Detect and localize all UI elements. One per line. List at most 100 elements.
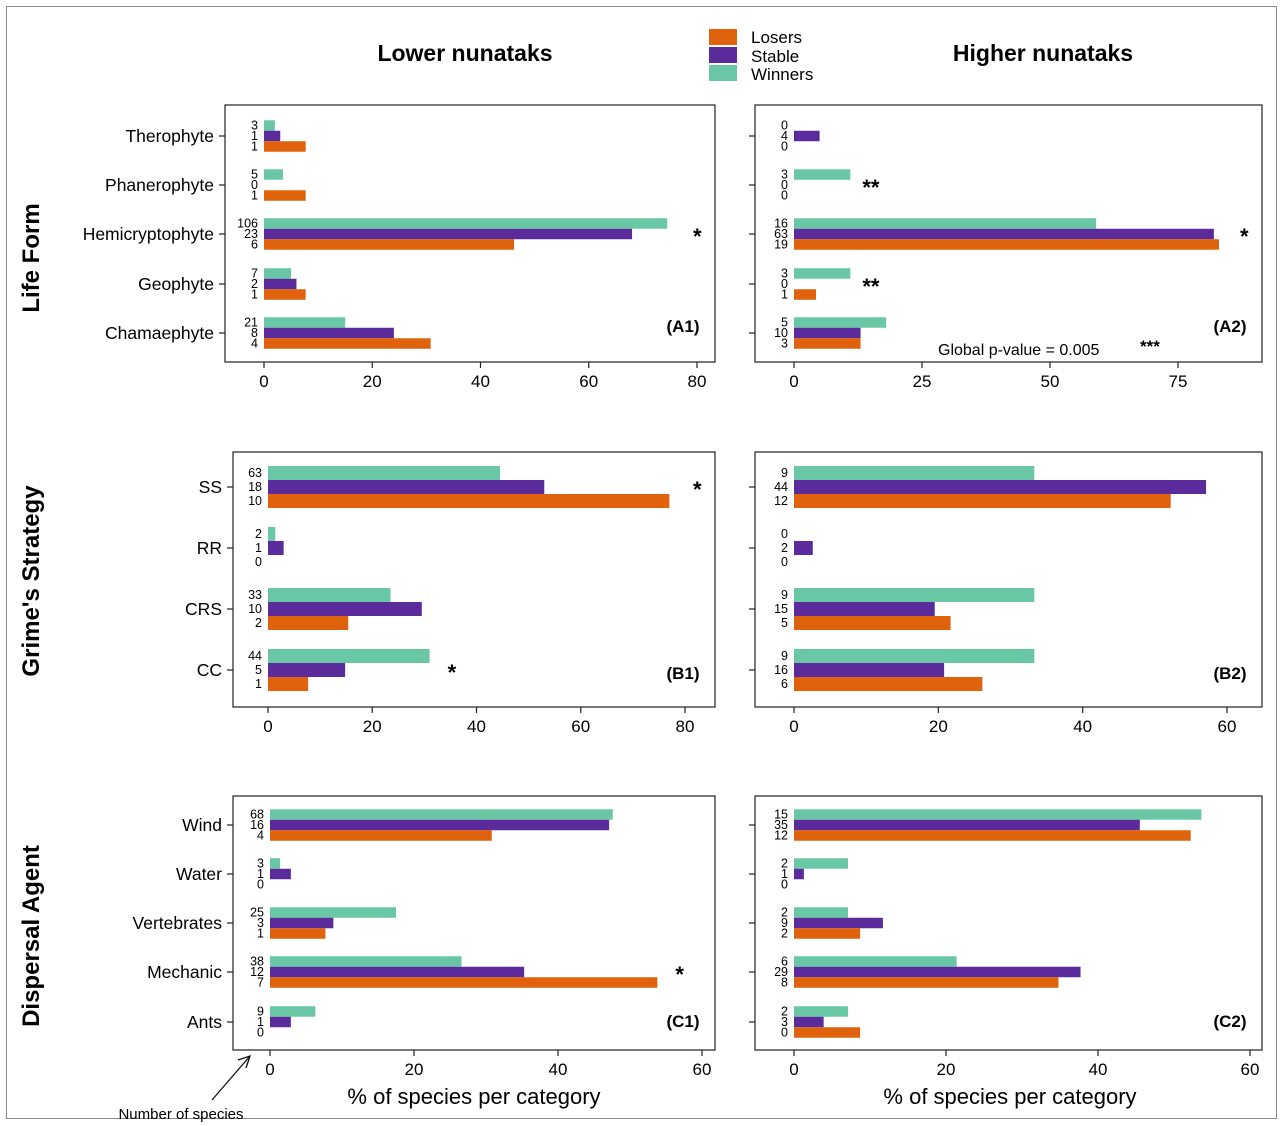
count-label-winners: 7	[251, 267, 258, 281]
bar-stable	[794, 130, 820, 142]
bar-winners	[268, 649, 430, 663]
bar-losers	[794, 677, 983, 691]
count-label-stable: 5	[255, 663, 262, 677]
bar-losers	[270, 830, 492, 841]
count-label-stable: 16	[774, 663, 788, 677]
bar-losers	[268, 677, 309, 691]
count-label-losers: 10	[248, 494, 262, 508]
bar-losers	[264, 141, 306, 152]
count-label-losers: 0	[781, 555, 788, 569]
x-tick-label: 50	[1041, 372, 1060, 391]
count-label-stable: 3	[781, 1015, 788, 1029]
count-label-winners: 3	[251, 119, 258, 133]
count-label-winners: 3	[781, 267, 788, 281]
count-label-stable: 8	[251, 326, 258, 340]
bar-winners	[794, 649, 1035, 663]
significance-marker: *	[693, 224, 702, 249]
bar-stable	[270, 966, 525, 978]
x-tick-label: 75	[1169, 372, 1188, 391]
count-label-stable: 0	[781, 277, 788, 291]
col-title-higher: Higher nunataks	[953, 40, 1133, 66]
bar-winners	[270, 907, 396, 918]
count-label-stable: 2	[251, 277, 258, 291]
category-label: CRS	[185, 599, 222, 619]
bar-winners	[794, 268, 851, 279]
bar-winners	[268, 527, 276, 541]
count-label-stable: 1	[257, 867, 264, 881]
count-label-winners: 63	[248, 466, 262, 480]
bar-stable	[794, 917, 883, 929]
count-label-losers: 0	[781, 140, 788, 154]
bar-winners	[264, 169, 283, 180]
legend-swatch-stable	[709, 47, 737, 63]
count-label-losers: 0	[781, 878, 788, 892]
bar-losers	[270, 928, 326, 939]
bar-winners	[264, 218, 668, 229]
legend-swatch-losers	[709, 29, 737, 45]
count-label-winners: 25	[250, 906, 264, 920]
count-label-losers: 0	[257, 878, 264, 892]
bar-winners	[794, 858, 848, 869]
count-label-losers: 1	[251, 140, 258, 154]
category-label: Mechanic	[147, 962, 222, 982]
bar-winners	[794, 588, 1035, 602]
count-label-stable: 1	[255, 541, 262, 555]
x-tick-label: 20	[363, 372, 382, 391]
count-label-losers: 1	[255, 677, 262, 691]
count-label-stable: 10	[774, 326, 788, 340]
count-label-stable: 29	[774, 965, 788, 979]
count-label-stable: 0	[781, 178, 788, 192]
count-label-winners: 15	[774, 808, 788, 822]
count-label-losers: 12	[774, 494, 788, 508]
bar-winners	[264, 268, 292, 279]
panel-a1: 311Therophyte501Phanerophyte106236Hemicr…	[83, 104, 716, 391]
count-label-stable: 1	[257, 1015, 264, 1029]
x-tick-label: 20	[937, 1060, 956, 1079]
legend-label-winners: Winners	[751, 65, 813, 84]
category-label: Vertebrates	[133, 913, 223, 933]
count-label-losers: 12	[774, 829, 788, 843]
panel-label: (C1)	[666, 1012, 699, 1031]
bar-winners	[794, 1006, 848, 1017]
bar-stable	[794, 541, 813, 555]
count-label-stable: 10	[248, 602, 262, 616]
count-label-winners: 16	[774, 217, 788, 231]
bar-winners	[270, 858, 281, 869]
category-label: Wind	[182, 815, 222, 835]
x-tick-label: 60	[571, 717, 590, 736]
category-label: CC	[197, 660, 222, 680]
count-label-winners: 68	[250, 808, 264, 822]
bar-stable	[270, 1016, 291, 1028]
significance-marker: **	[862, 274, 880, 299]
category-label: RR	[197, 538, 222, 558]
annotation-arrow-line	[211, 1055, 251, 1101]
bar-losers	[268, 494, 670, 508]
count-label-losers: 1	[781, 288, 788, 302]
panel-label: (A2)	[1213, 317, 1246, 336]
bar-losers	[794, 338, 861, 349]
x-tick-label: 20	[405, 1060, 424, 1079]
legend-label-losers: Losers	[751, 28, 802, 47]
panel-border	[232, 451, 716, 708]
panel-label: (B1)	[666, 664, 699, 683]
legend: Losers Stable Winners	[709, 28, 813, 84]
count-label-winners: 2	[781, 857, 788, 871]
count-label-losers: 3	[781, 337, 788, 351]
bar-stable	[268, 541, 284, 555]
x-tick-label: 0	[789, 1060, 798, 1079]
bar-losers	[794, 289, 817, 300]
significance-marker: *	[1240, 224, 1249, 249]
category-label: Ants	[187, 1012, 222, 1032]
chart-panels: 311Therophyte501Phanerophyte106236Hemicr…	[83, 104, 1263, 1079]
bar-stable	[794, 480, 1207, 494]
x-tick-label: 0	[789, 717, 798, 736]
x-tick-label: 40	[1073, 717, 1092, 736]
x-tick-label: 0	[259, 372, 268, 391]
bar-winners	[794, 169, 851, 180]
x-label-lower: % of species per category	[347, 1084, 600, 1109]
bar-stable	[794, 228, 1214, 240]
count-label-stable: 35	[774, 818, 788, 832]
